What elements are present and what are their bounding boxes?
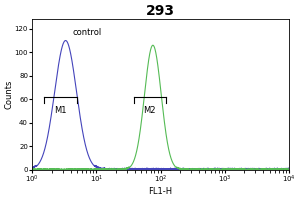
Text: M1: M1	[54, 106, 67, 115]
Title: 293: 293	[146, 4, 175, 18]
Y-axis label: Counts: Counts	[4, 80, 13, 109]
Text: control: control	[73, 28, 102, 37]
X-axis label: FL1-H: FL1-H	[148, 187, 172, 196]
Text: M2: M2	[143, 106, 156, 115]
